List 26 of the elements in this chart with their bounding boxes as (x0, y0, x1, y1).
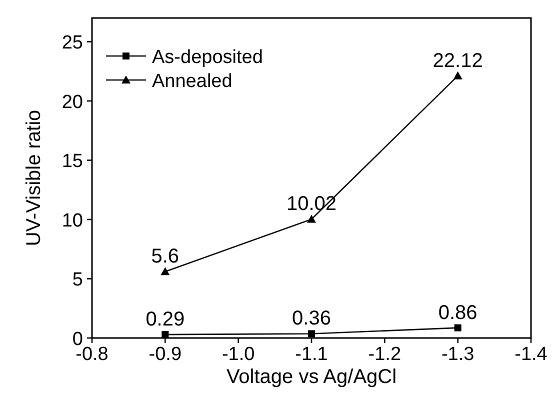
x-axis-title: Voltage vs Ag/AgCl (226, 366, 397, 388)
y-tick-label: 15 (62, 151, 83, 172)
point (454, 324, 462, 332)
y-axis-title: UV-Visible ratio (23, 110, 45, 246)
point (162, 331, 169, 338)
y-tick-label: 5 (72, 270, 83, 291)
x-tick-label: -1.0 (222, 344, 255, 365)
data-label: 22.12 (432, 50, 483, 72)
data-label: 0.29 (146, 308, 185, 331)
x-tick-label: -0.9 (148, 344, 182, 365)
point (308, 330, 315, 338)
x-tick-label: -1.3 (441, 344, 474, 365)
x-tick-label: -1.1 (295, 344, 328, 365)
point (160, 267, 170, 276)
data-label: 0.36 (292, 308, 331, 330)
point (307, 214, 316, 223)
y-tick-label: 10 (62, 210, 83, 232)
y-tick-label: 25 (62, 32, 83, 54)
y-tick-label: 20 (62, 92, 83, 113)
x-tick-label: -1.2 (368, 344, 402, 365)
point (453, 71, 462, 80)
data-label: 5.6 (151, 246, 180, 268)
legend-label: Annealed (152, 71, 232, 92)
data-label: 0.86 (438, 302, 478, 324)
x-tick-label: -1.4 (514, 344, 548, 365)
legend-label: As-deposited (152, 47, 263, 68)
